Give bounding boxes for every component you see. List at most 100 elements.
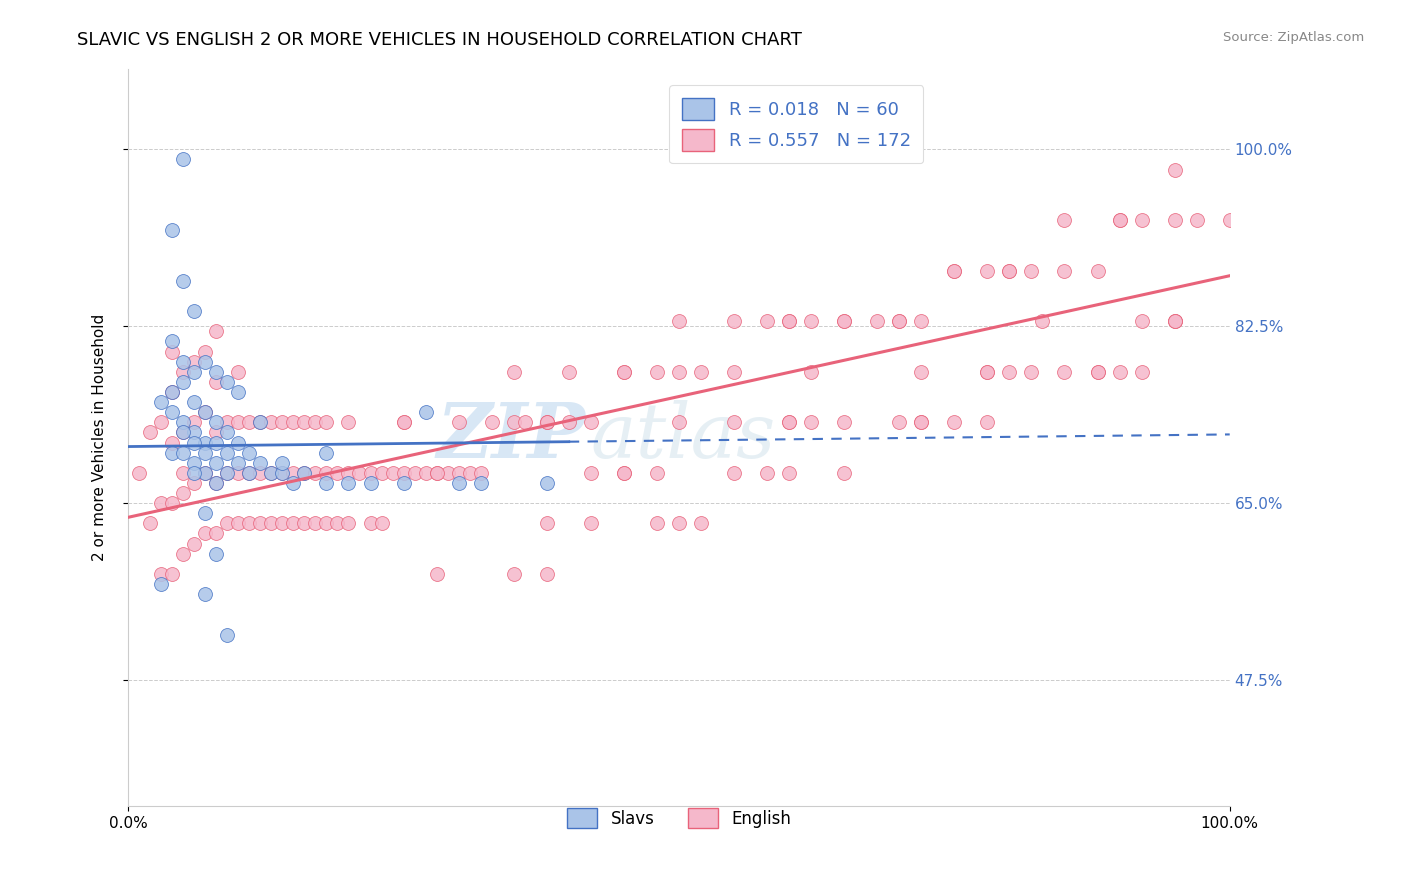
Point: [645, 365, 668, 379]
Point: [536, 566, 558, 581]
Point: [1130, 365, 1153, 379]
Point: [668, 365, 690, 379]
Point: [205, 435, 228, 450]
Point: [315, 445, 337, 459]
Point: [1163, 314, 1185, 328]
Point: [294, 415, 316, 429]
Point: [778, 314, 800, 328]
Point: [447, 475, 470, 490]
Point: [160, 566, 183, 581]
Point: [426, 566, 449, 581]
Point: [558, 415, 581, 429]
Point: [436, 466, 458, 480]
Point: [228, 456, 250, 470]
Point: [536, 415, 558, 429]
Point: [470, 466, 492, 480]
Point: [205, 475, 228, 490]
Point: [579, 415, 602, 429]
Point: [579, 466, 602, 480]
Point: [690, 365, 713, 379]
Point: [150, 415, 173, 429]
Point: [337, 516, 360, 531]
Point: [1108, 213, 1130, 227]
Point: [183, 415, 205, 429]
Point: [998, 365, 1021, 379]
Point: [668, 516, 690, 531]
Point: [1108, 365, 1130, 379]
Point: [271, 456, 294, 470]
Point: [205, 365, 228, 379]
Point: [150, 395, 173, 409]
Point: [283, 466, 305, 480]
Point: [502, 415, 524, 429]
Point: [150, 577, 173, 591]
Point: [645, 516, 668, 531]
Point: [832, 314, 855, 328]
Point: [1185, 213, 1208, 227]
Point: [194, 344, 217, 359]
Point: [160, 435, 183, 450]
Point: [1163, 314, 1185, 328]
Point: [205, 324, 228, 338]
Point: [249, 415, 271, 429]
Point: [160, 223, 183, 237]
Point: [976, 263, 998, 277]
Point: [283, 415, 305, 429]
Point: [1163, 162, 1185, 177]
Point: [1053, 213, 1076, 227]
Point: [260, 516, 283, 531]
Point: [228, 435, 250, 450]
Point: [392, 466, 415, 480]
Point: [723, 365, 745, 379]
Point: [536, 516, 558, 531]
Point: [283, 516, 305, 531]
Point: [613, 466, 636, 480]
Point: [370, 466, 392, 480]
Point: [337, 415, 360, 429]
Point: [150, 566, 173, 581]
Point: [217, 466, 239, 480]
Point: [360, 475, 382, 490]
Point: [172, 486, 194, 500]
Point: [228, 516, 250, 531]
Point: [800, 365, 823, 379]
Point: [183, 475, 205, 490]
Point: [800, 314, 823, 328]
Point: [217, 466, 239, 480]
Point: [536, 475, 558, 490]
Point: [315, 466, 337, 480]
Point: [889, 314, 911, 328]
Point: [260, 415, 283, 429]
Point: [271, 466, 294, 480]
Point: [228, 365, 250, 379]
Point: [910, 415, 932, 429]
Text: atlas: atlas: [591, 401, 776, 475]
Point: [139, 516, 162, 531]
Point: [756, 466, 779, 480]
Point: [194, 506, 217, 520]
Point: [294, 466, 316, 480]
Point: [183, 395, 205, 409]
Point: [160, 445, 183, 459]
Y-axis label: 2 or more Vehicles in Household: 2 or more Vehicles in Household: [93, 314, 107, 561]
Point: [172, 354, 194, 368]
Point: [260, 466, 283, 480]
Point: [404, 466, 426, 480]
Point: [381, 466, 404, 480]
Point: [326, 516, 349, 531]
Point: [217, 445, 239, 459]
Point: [217, 516, 239, 531]
Point: [217, 375, 239, 389]
Point: [976, 365, 998, 379]
Point: [943, 415, 966, 429]
Point: [832, 466, 855, 480]
Point: [998, 263, 1021, 277]
Point: [778, 415, 800, 429]
Point: [194, 435, 217, 450]
Point: [502, 566, 524, 581]
Point: [1053, 263, 1076, 277]
Point: [458, 466, 481, 480]
Point: [139, 425, 162, 440]
Point: [194, 405, 217, 419]
Point: [315, 415, 337, 429]
